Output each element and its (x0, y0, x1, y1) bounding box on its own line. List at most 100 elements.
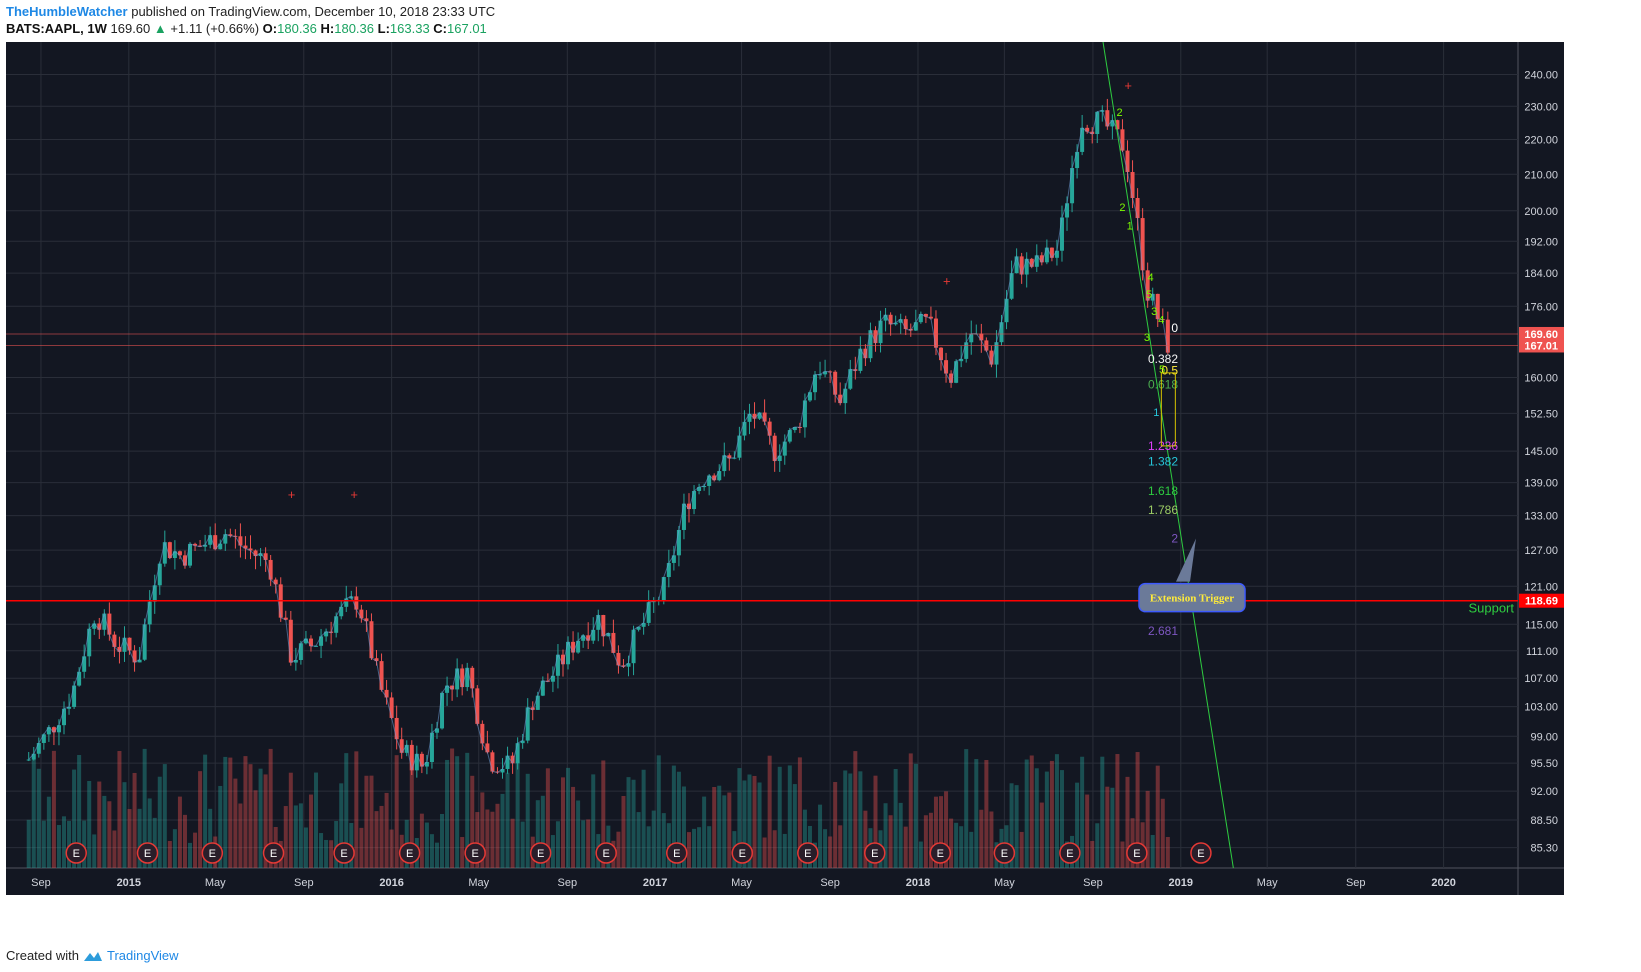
volume-bar (515, 760, 520, 868)
volume-bar (233, 778, 238, 868)
candle-body (122, 637, 127, 652)
volume-bar (283, 806, 288, 868)
volume-bar (898, 802, 903, 868)
candle-body (702, 485, 707, 488)
candle-body (424, 762, 429, 767)
price-chart[interactable]: Support00.3820.50.6181.2361.3821.6181.78… (6, 42, 1564, 895)
earnings-label: E (804, 848, 811, 860)
candle-body (308, 638, 313, 647)
candle-body (369, 621, 374, 659)
volume-bar (828, 836, 833, 868)
published-text: published on TradingView.com, December 1… (131, 4, 496, 19)
candle-body (208, 535, 213, 545)
fib-level-label: 1.382 (1148, 454, 1178, 468)
volume-bar (923, 815, 928, 868)
volume-bar (1090, 840, 1095, 868)
price-tick-label: 95.50 (1530, 758, 1558, 770)
candle-body (137, 659, 142, 663)
volume-bar (364, 775, 369, 868)
volume-bar (359, 827, 364, 868)
symbol-label[interactable]: BATS:AAPL, 1W (6, 21, 107, 36)
volume-bar (550, 835, 555, 868)
volume-bar (298, 803, 303, 868)
earnings-icon (136, 842, 159, 864)
candle-body (979, 333, 984, 341)
volume-bar (933, 796, 938, 868)
earnings-label: E (209, 848, 216, 860)
candle-body (596, 614, 601, 630)
candle-body (913, 322, 918, 331)
earnings-label: E (673, 848, 680, 860)
candle-body (747, 413, 752, 422)
chart-background (6, 42, 1518, 868)
author-link[interactable]: TheHumbleWatcher (6, 4, 128, 19)
wave-label: 1 (1153, 407, 1159, 419)
volume-bar (429, 834, 434, 868)
earnings-icon (666, 842, 688, 864)
volume-bar (762, 837, 767, 868)
price-tick-label: 107.00 (1524, 673, 1558, 685)
volume-bar (1155, 765, 1160, 868)
candle-body (1024, 258, 1029, 275)
earnings-icon (262, 842, 285, 864)
candle-body (651, 601, 656, 603)
candle-body (157, 563, 162, 586)
volume-bar (203, 754, 208, 868)
candle-body (661, 577, 666, 601)
volume-bar (792, 784, 797, 868)
target-box (1160, 372, 1176, 447)
candle-body (586, 635, 591, 641)
candle-body (1140, 218, 1145, 271)
earnings-label: E (537, 848, 544, 860)
candle-body (82, 656, 87, 672)
candle-body (833, 371, 838, 395)
volume-bar (525, 773, 530, 868)
candle-body (888, 314, 893, 325)
candle-body (414, 753, 419, 771)
volume-bar (797, 757, 802, 868)
candle-body (964, 342, 969, 359)
tradingview-logo-icon (83, 951, 102, 961)
axis-labels: 240.00230.00220.00210.00200.00192.00184.… (31, 70, 1564, 889)
fib-level-label: 1.786 (1148, 503, 1178, 517)
earnings-label: E (603, 848, 610, 860)
candle-body (671, 555, 676, 563)
price-tick-label: 200.00 (1524, 206, 1558, 218)
earnings-icon (731, 842, 754, 864)
volume-bar (616, 831, 621, 868)
candle-body (293, 660, 298, 663)
volume-bar (697, 827, 702, 868)
candle-body (107, 613, 112, 635)
volume-bar (621, 795, 626, 868)
high-label: H: (320, 21, 335, 36)
candle-body (636, 626, 641, 630)
volume-bar (646, 826, 651, 868)
volume-bar (787, 765, 792, 868)
volume-bar (440, 814, 445, 868)
callout-box (1138, 582, 1246, 613)
candle-body (198, 545, 203, 547)
volume-bar (62, 816, 67, 868)
volume-bar (263, 774, 268, 868)
earnings-label: E (1133, 848, 1140, 860)
volume-bar (137, 808, 142, 868)
candle-body (999, 322, 1004, 343)
price-tick-label: 127.00 (1524, 545, 1558, 557)
volume-bar (576, 800, 581, 868)
price-tick-label: 192.00 (1524, 236, 1558, 248)
candle-body (838, 394, 843, 404)
candle-body (681, 503, 686, 530)
candle-body (51, 727, 56, 733)
wave-label: 5 (1159, 364, 1165, 376)
volume-bar (782, 833, 787, 868)
earnings-icon (529, 842, 552, 864)
candle-body (485, 743, 490, 753)
price-tag-bg (1519, 338, 1564, 353)
volume-bar (802, 809, 807, 868)
candle-body (258, 553, 263, 557)
volume-bar (581, 820, 586, 868)
tradingview-brand[interactable]: TradingView (106, 948, 179, 963)
volume-bar (1145, 790, 1150, 868)
volume-bar (238, 803, 243, 868)
price-tag-bg (1519, 326, 1564, 341)
